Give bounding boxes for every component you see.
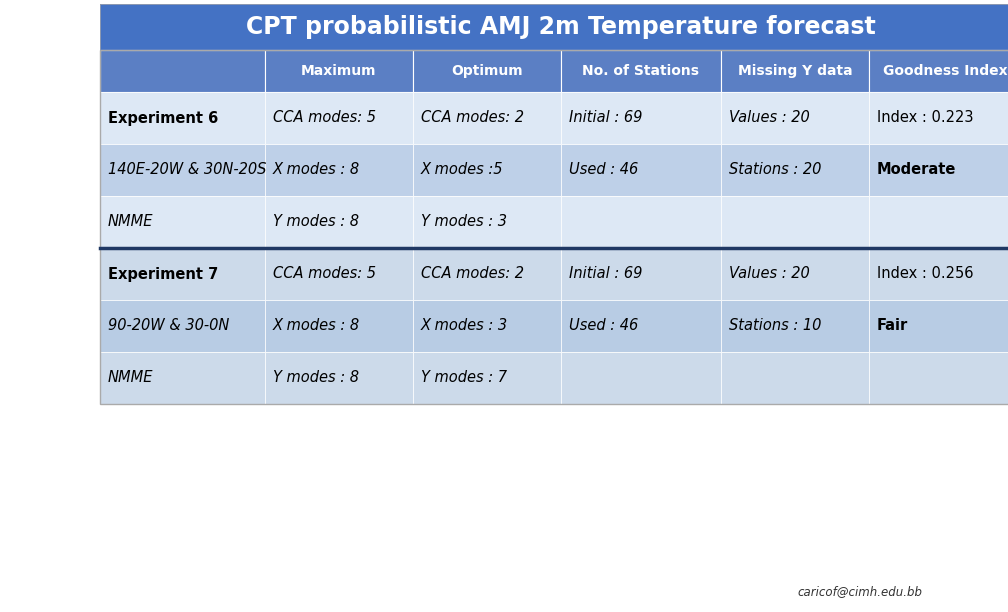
Text: Y modes : 7: Y modes : 7 [421, 370, 507, 386]
Text: CCA modes: 2: CCA modes: 2 [421, 111, 524, 125]
Text: NMME: NMME [108, 370, 153, 386]
Bar [869, 92, 1008, 144]
Bar [265, 196, 413, 248]
Bar [721, 50, 869, 92]
Bar [721, 196, 869, 248]
Text: Y modes : 3: Y modes : 3 [421, 214, 507, 230]
Text: Stations : 10: Stations : 10 [729, 318, 822, 334]
Bar [561, 50, 721, 92]
Text: caricof@cimh.edu.bb: caricof@cimh.edu.bb [797, 586, 922, 599]
Bar [869, 144, 1008, 196]
Text: CCA modes: 5: CCA modes: 5 [273, 266, 376, 282]
Bar [100, 300, 265, 352]
Text: Initial : 69: Initial : 69 [569, 111, 642, 125]
Text: Y modes : 8: Y modes : 8 [273, 214, 359, 230]
Bar [721, 92, 869, 144]
Bar [869, 248, 1008, 300]
Text: CCA modes: 5: CCA modes: 5 [273, 111, 376, 125]
Bar [265, 248, 413, 300]
Bar [869, 50, 1008, 92]
Text: X modes : 8: X modes : 8 [273, 163, 360, 177]
Bar [100, 4, 1008, 50]
Bar [869, 196, 1008, 248]
Bar [265, 92, 413, 144]
Bar [100, 352, 265, 404]
Bar [561, 196, 721, 248]
Text: X modes : 8: X modes : 8 [273, 318, 360, 334]
Bar [561, 248, 721, 300]
Text: CPT probabilistic AMJ 2m Temperature forecast: CPT probabilistic AMJ 2m Temperature for… [246, 15, 875, 39]
Text: 140E-20W & 30N-20S: 140E-20W & 30N-20S [108, 163, 266, 177]
Bar [413, 352, 561, 404]
Text: Used : 46: Used : 46 [569, 318, 638, 334]
Text: Goodness Index: Goodness Index [883, 64, 1007, 78]
Bar [100, 4, 1008, 50]
Bar [413, 248, 561, 300]
Text: Values : 20: Values : 20 [729, 266, 809, 282]
Bar [413, 50, 561, 92]
Bar [561, 352, 721, 404]
Text: X modes :5: X modes :5 [421, 163, 504, 177]
Text: Optimum: Optimum [452, 64, 523, 78]
Text: Experiment 6: Experiment 6 [108, 111, 219, 125]
Text: Used : 46: Used : 46 [569, 163, 638, 177]
Bar [265, 352, 413, 404]
Bar [265, 300, 413, 352]
Bar [100, 248, 265, 300]
Bar [100, 196, 265, 248]
Bar [561, 92, 721, 144]
Text: Index : 0.223: Index : 0.223 [877, 111, 974, 125]
Bar [413, 196, 561, 248]
Bar [265, 144, 413, 196]
Text: No. of Stations: No. of Stations [583, 64, 700, 78]
Text: X modes : 3: X modes : 3 [421, 318, 508, 334]
Bar [265, 50, 413, 92]
Bar [413, 300, 561, 352]
Text: Initial : 69: Initial : 69 [569, 266, 642, 282]
Bar [721, 248, 869, 300]
Text: CCA modes: 2: CCA modes: 2 [421, 266, 524, 282]
Text: Maximum: Maximum [301, 64, 377, 78]
Text: Index : 0.256: Index : 0.256 [877, 266, 974, 282]
Bar [413, 92, 561, 144]
Text: Fair: Fair [877, 318, 908, 334]
Text: Y modes : 8: Y modes : 8 [273, 370, 359, 386]
Text: Moderate: Moderate [877, 163, 957, 177]
Text: 90-20W & 30-0N: 90-20W & 30-0N [108, 318, 230, 334]
Text: Missing Y data: Missing Y data [738, 64, 853, 78]
Bar [721, 144, 869, 196]
Bar [413, 144, 561, 196]
Text: Stations : 20: Stations : 20 [729, 163, 822, 177]
Text: Values : 20: Values : 20 [729, 111, 809, 125]
Text: NMME: NMME [108, 214, 153, 230]
Bar [721, 352, 869, 404]
Bar [869, 300, 1008, 352]
Bar [100, 50, 1008, 404]
Bar [721, 300, 869, 352]
Bar [100, 144, 265, 196]
Bar [869, 352, 1008, 404]
Bar [561, 300, 721, 352]
Bar [100, 92, 265, 144]
Text: Experiment 7: Experiment 7 [108, 266, 219, 282]
Bar [561, 144, 721, 196]
Bar [100, 50, 265, 92]
